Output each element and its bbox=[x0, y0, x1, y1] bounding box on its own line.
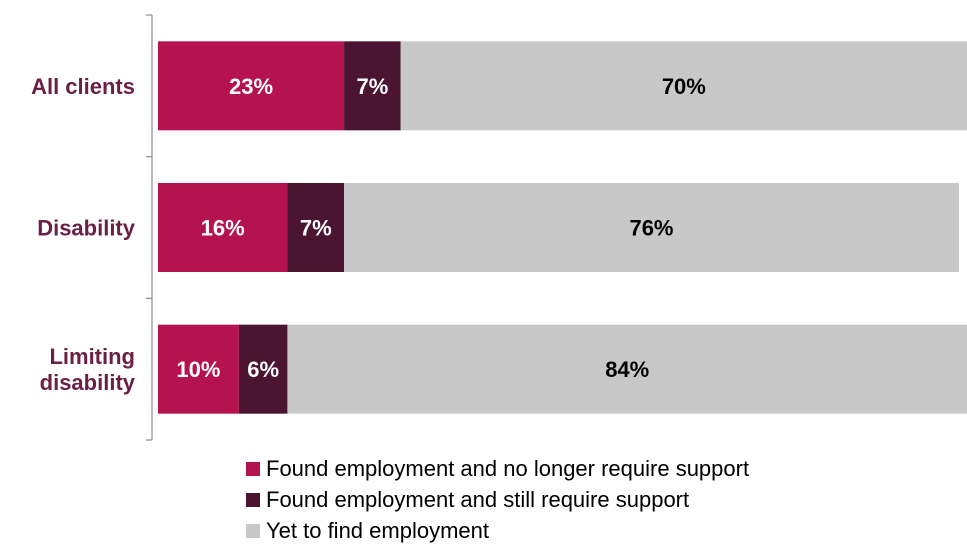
data-label: 6% bbox=[247, 357, 279, 382]
bar-limiting-disability-found-employment-and-still-require-support bbox=[238, 324, 288, 414]
category-axis bbox=[146, 14, 153, 441]
category-labels: All clients Disability Limiting disability bbox=[31, 74, 136, 395]
legend-swatch bbox=[246, 461, 260, 476]
legend-item-still-require-support: Found employment and still require suppo… bbox=[246, 484, 749, 515]
bar-all-clients-found-employment-and-still-require-support bbox=[344, 41, 401, 131]
legend-label: Found employment and no longer require s… bbox=[266, 455, 750, 481]
legend: Found employment and no longer require s… bbox=[246, 453, 749, 546]
bar-all-clients-found-employment-and-no-longer-require-support bbox=[158, 41, 345, 131]
data-label: 23% bbox=[229, 74, 273, 99]
legend-swatch bbox=[246, 492, 260, 507]
legend-item-no-longer-require-support: Found employment and no longer require s… bbox=[246, 453, 749, 484]
data-label: 7% bbox=[356, 74, 388, 99]
category-label: Limiting disability bbox=[40, 344, 136, 395]
legend-item-yet-to-find-employment: Yet to find employment bbox=[246, 515, 749, 546]
legend-swatch bbox=[246, 523, 260, 538]
category-label: All clients bbox=[31, 74, 135, 99]
legend-label: Found employment and still require suppo… bbox=[266, 486, 690, 512]
bar-all-clients-yet-to-find-employment bbox=[400, 41, 967, 131]
data-label: 7% bbox=[300, 216, 332, 241]
data-label: 70% bbox=[662, 74, 706, 99]
bar-disability-found-employment-and-no-longer-require-support bbox=[158, 183, 288, 272]
bar-limiting-disability-yet-to-find-employment bbox=[287, 324, 967, 414]
data-label: 10% bbox=[176, 357, 220, 382]
bars-group: 23% 7% 70% 16% 7% 76% 10% 6% 84% bbox=[158, 41, 967, 414]
legend-label: Yet to find employment bbox=[266, 517, 489, 543]
data-label: 16% bbox=[201, 216, 245, 241]
data-label: 76% bbox=[629, 216, 673, 241]
bar-limiting-disability-found-employment-and-no-longer-require-support bbox=[158, 324, 239, 414]
bar-disability-found-employment-and-still-require-support bbox=[287, 183, 345, 272]
category-label: Disability bbox=[37, 216, 136, 241]
bar-disability-yet-to-find-employment bbox=[344, 183, 959, 272]
data-label: 84% bbox=[605, 357, 649, 382]
